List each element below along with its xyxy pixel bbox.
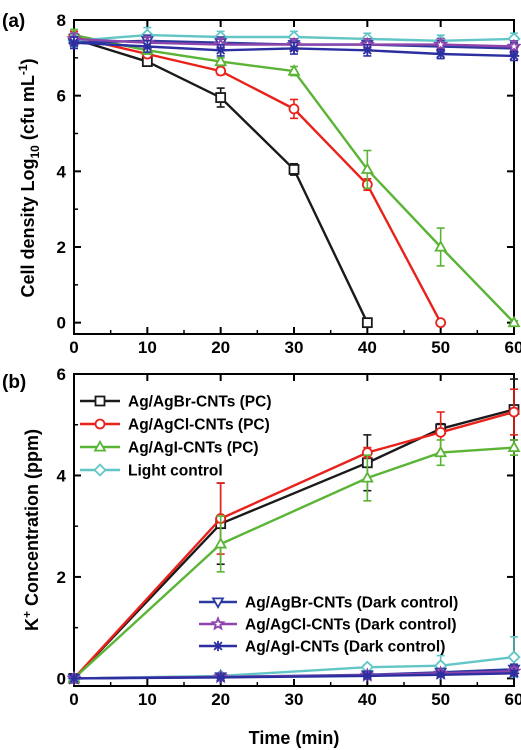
x-tick-label: 0 [69,338,78,357]
line-agcl_pc [73,35,442,324]
x-tick-label: 20 [211,690,230,709]
point-agi_dark [362,45,373,56]
y-axis-title-a: Cell density Log10 (cfu mL-1) [16,58,42,297]
point-agi_dark [362,670,373,682]
point-light_ctrl [507,650,521,664]
legend-entry: Ag/AgI-CNTs (Dark control) [199,639,445,656]
series-agi_dark [68,668,520,684]
x-tick-label: 50 [431,338,450,357]
point-agi_pc [360,470,374,483]
point-agcl_dark [433,36,449,52]
point-agi_pc [287,64,301,76]
legend-entry: Ag/AgBr-CNTs (Dark control) [199,595,458,612]
point-agi_pc [507,440,521,453]
series-agi_dark [68,36,520,62]
x-tick-label: 60 [505,338,521,357]
point-agi_pc [434,445,448,458]
x-tick-label: 30 [285,338,304,357]
legend-label: Ag/AgI-CNTs (PC) [128,440,259,457]
point-agi_dark [508,50,520,62]
x-tick-label: 20 [211,338,230,357]
legend-label: Ag/AgBr-CNTs (Dark control) [245,595,458,612]
legend-marker [93,439,107,452]
panel-a-chart: 0 10 20 30 40 50 60 0 2 4 6 8 (a) Cell density Log10 … [2,11,521,357]
point-agi_dark [215,672,226,683]
x-tick-label: 60 [505,690,521,709]
y-tick-label: 4 [57,162,67,181]
x-tick-label: 30 [285,690,304,709]
x-tick-label: 40 [358,690,377,709]
point-agcl_pc [288,103,300,115]
point-agi_dark [215,45,226,56]
x-tick-label: 0 [69,690,78,709]
point-agi_dark [435,48,446,60]
point-agi_dark [508,668,520,679]
panel-label-a: (a) [2,11,25,32]
y-tick-label: 6 [57,87,66,106]
point-agi_dark [142,41,153,52]
point-agi_dark [68,37,80,48]
panel-b-chart: 0 10 20 30 40 50 60 0 2 4 6 (b) Time (min) K+ Concent… [2,365,521,748]
point-agi_dark [68,673,80,684]
point-agi_dark [435,669,446,681]
legend-entry: Ag/AgCl-CNTs (PC) [80,417,270,434]
legend-top: Ag/AgBr-CNTs (PC) Ag/AgCl-CNTs (PC) Ag/AgI… [80,394,272,480]
x-tick-label: 50 [431,690,450,709]
panel-label-b: (b) [2,372,26,393]
y-tick-label: 2 [57,568,66,587]
legend-entry: Ag/AgCl-CNTs (Dark control) [199,615,457,634]
y-tick-label: 2 [57,238,66,257]
x-tick-label: 10 [138,338,157,357]
point-agi_pc [214,536,228,549]
point-agbr_pc [361,317,373,329]
legend-marker [94,395,106,407]
legend-marker [94,418,106,430]
x-axis-title: Time (min) [249,728,340,748]
legend-label: Light control [128,463,223,480]
y-axis-title-b: K+ Concentration (ppm) [20,429,42,631]
legend-label: Ag/AgBr-CNTs (PC) [128,394,272,411]
point-agcl_pc [215,65,227,77]
legend-bottom: Ag/AgBr-CNTs (Dark control) Ag/AgCl-CNTs … [199,595,458,656]
legend-marker [93,463,107,477]
point-agcl_pc [435,426,447,438]
legend-marker [212,640,224,652]
y-tick-label: 0 [57,669,66,688]
legend-marker [211,597,225,610]
legend-label: Ag/AgCl-CNTs (Dark control) [245,617,457,634]
legend-marker [210,615,226,631]
y-tick-label: 4 [57,466,67,485]
point-agbr_pc [215,92,227,103]
legend-label: Ag/AgCl-CNTs (PC) [128,417,270,434]
series-agbr_pc [68,32,373,329]
y-tick-label: 8 [57,11,66,30]
x-tick-label: 10 [138,690,157,709]
point-agi_pc [214,54,228,67]
point-agi_dark [288,43,300,54]
point-agcl_pc [435,317,447,329]
point-agi_pc [434,239,448,252]
point-agcl_pc [508,406,520,418]
legend-entry: Ag/AgI-CNTs (PC) [80,440,259,457]
y-tick-label: 0 [57,314,66,333]
legend-entry: Ag/AgBr-CNTs (PC) [80,394,272,411]
point-agcl_dark [506,38,521,53]
legend-entry: Light control [80,463,223,480]
x-tick-label: 40 [358,338,377,357]
point-agi_pc [507,315,521,328]
point-agbr_pc [288,164,300,175]
legend-label: Ag/AgI-CNTs (Dark control) [245,639,445,656]
point-agi_pc [360,162,374,174]
y-tick-label: 6 [57,365,66,384]
